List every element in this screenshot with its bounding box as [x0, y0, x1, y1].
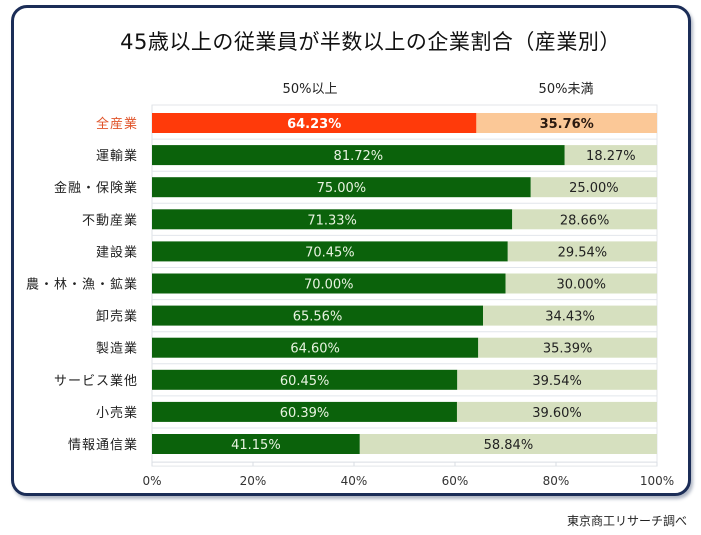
bar-50-under	[505, 273, 657, 294]
value-label-50-under: 29.54%	[558, 245, 608, 260]
value-label-50-over: 70.00%	[304, 278, 354, 293]
x-tick-label: 0%	[142, 474, 161, 488]
category-label: 不動産業	[82, 212, 138, 228]
bar-50-under	[478, 337, 657, 358]
bar-50-under	[457, 369, 657, 390]
category-label: 建設業	[96, 244, 138, 260]
value-label-50-over: 60.45%	[280, 374, 330, 389]
value-label-50-over: 71.33%	[307, 213, 357, 228]
value-label-50-over: 81.72%	[334, 149, 384, 164]
x-tick-label: 100%	[640, 474, 674, 488]
bar-50-under	[483, 305, 657, 326]
bar-50-over	[152, 241, 508, 262]
value-label-50-under: 28.66%	[560, 213, 610, 228]
value-label-50-over: 75.00%	[317, 181, 367, 196]
category-label: 農・林・漁・鉱業	[26, 277, 138, 293]
value-label-50-over: 65.56%	[293, 310, 343, 325]
category-label: サービス業他	[54, 373, 138, 389]
legend-label-50-under: 50%未満	[538, 82, 594, 97]
value-label-50-under: 35.39%	[543, 342, 593, 357]
bar-50-over	[152, 273, 506, 294]
value-label-50-under: 39.54%	[532, 374, 582, 389]
legend-label-50-over: 50%以上	[282, 82, 338, 97]
bar-50-over	[152, 145, 565, 166]
bar-50-under	[530, 177, 657, 198]
category-label: 全産業	[96, 116, 138, 132]
category-label: 小売業	[96, 405, 138, 421]
bar-50-over	[152, 113, 477, 133]
value-label-50-under: 35.76%	[540, 117, 594, 132]
source-credit: 東京商工リサーチ調べ	[566, 514, 687, 528]
bar-50-over	[152, 369, 458, 390]
bar-50-under	[507, 241, 657, 262]
value-label-50-over: 64.23%	[287, 117, 341, 132]
value-label-50-under: 58.84%	[484, 438, 534, 453]
x-tick-label: 80%	[543, 474, 570, 488]
value-label-50-under: 25.00%	[569, 181, 619, 196]
bar-50-under	[476, 113, 657, 133]
bar-50-over	[152, 434, 360, 454]
value-label-50-under: 39.60%	[532, 406, 582, 421]
bar-50-over	[152, 337, 479, 358]
bar-50-under	[564, 145, 657, 166]
bar-50-over	[152, 209, 513, 230]
bar-50-over	[152, 177, 531, 198]
x-tick-label: 40%	[341, 474, 368, 488]
chart-title: 45歳以上の従業員が半数以上の企業割合（産業別）	[120, 30, 621, 54]
value-label-50-over: 60.39%	[280, 406, 330, 421]
x-tick-label: 20%	[240, 474, 267, 488]
category-label: 製造業	[96, 341, 138, 357]
category-label: 運輸業	[96, 148, 138, 164]
bar-50-over	[152, 401, 457, 422]
value-label-50-under: 18.27%	[586, 149, 636, 164]
x-tick-label: 60%	[442, 474, 469, 488]
category-label: 卸売業	[96, 309, 138, 325]
bar-50-over	[152, 305, 484, 326]
value-label-50-over: 64.60%	[290, 342, 340, 357]
value-label-50-under: 34.43%	[545, 310, 595, 325]
value-label-50-under: 30.00%	[556, 278, 606, 293]
bar-50-under	[512, 209, 657, 230]
bar-50-under	[456, 401, 657, 422]
value-label-50-over: 41.15%	[231, 438, 281, 453]
category-label: 金融・保険業	[54, 180, 138, 196]
category-label: 情報通信業	[68, 437, 138, 453]
value-label-50-over: 70.45%	[305, 245, 355, 260]
bar-50-under	[359, 434, 657, 454]
